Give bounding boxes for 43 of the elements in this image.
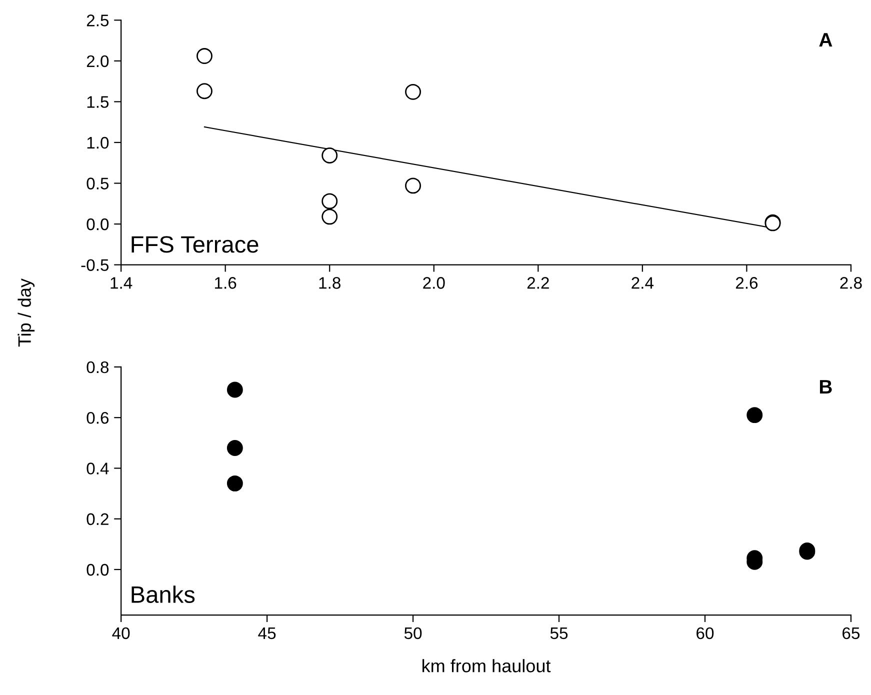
- annotation: B: [820, 380, 832, 394]
- x-tick-label: 65: [842, 627, 860, 640]
- y-tick-label: 0.5: [86, 178, 109, 190]
- point: [226, 475, 243, 492]
- point: [196, 83, 212, 100]
- y-tick-label: 1.0: [87, 136, 109, 149]
- y-tick-label: 1.5: [87, 96, 109, 108]
- y-tick-label: 2.0: [86, 55, 109, 68]
- x-tick-label: 2.8: [840, 277, 862, 289]
- point: [322, 193, 338, 210]
- point: [196, 48, 212, 64]
- y-tick-label: 0.2: [86, 513, 108, 526]
- point: [405, 178, 422, 194]
- y-axis-title: Tip / day: [18, 278, 35, 347]
- x-tick-label: 2.4: [632, 277, 654, 289]
- y-tick-label: -0.5: [81, 259, 109, 271]
- x-tick-label: 55: [550, 627, 568, 640]
- point: [226, 382, 243, 398]
- annotation: FFS Terrace: [132, 236, 258, 253]
- y-tick-label: 0.4: [86, 462, 109, 474]
- y-tick-label: 0.8: [86, 361, 109, 374]
- x-tick-label: 1.8: [319, 277, 340, 289]
- x-tick-label: 2.6: [736, 277, 758, 289]
- x-tick-label: 1.4: [110, 277, 132, 289]
- x-tick-label: 50: [404, 627, 422, 640]
- y-tick-label: 0.6: [86, 412, 109, 424]
- y-tick-label: 0.0: [86, 564, 109, 576]
- point: [322, 208, 338, 225]
- x-tick-label: 2.2: [527, 277, 549, 289]
- x-axis-title: km from haulout: [422, 659, 551, 672]
- x-tick-label: 2.0: [423, 277, 445, 289]
- x-tick-label: 60: [696, 627, 714, 640]
- annotation: A: [819, 33, 832, 46]
- x-tick-label: 40: [112, 627, 130, 640]
- y-tick-label: 2.5: [86, 14, 109, 26]
- point: [405, 84, 422, 100]
- annotation: Banks: [132, 586, 195, 603]
- point: [226, 440, 243, 456]
- x-tick-label: 1.6: [215, 277, 236, 289]
- point: [746, 407, 763, 424]
- x-tick-label: 45: [258, 627, 276, 640]
- point: [322, 148, 338, 164]
- y-tick-label: 0.0: [86, 218, 109, 230]
